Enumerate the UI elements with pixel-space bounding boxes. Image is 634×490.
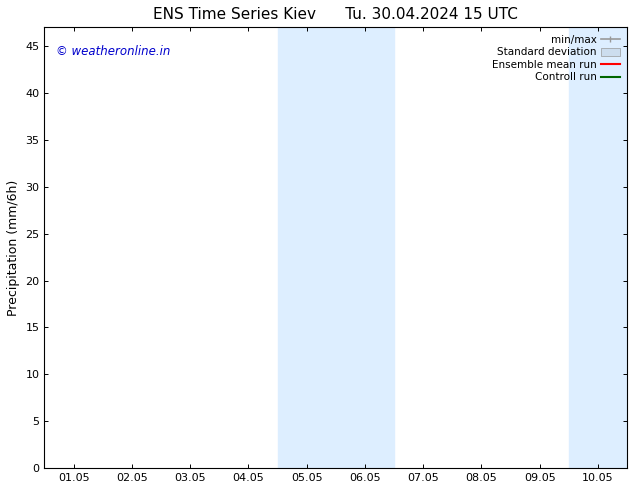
Legend: min/max, Standard deviation, Ensemble mean run, Controll run: min/max, Standard deviation, Ensemble me… [490,32,622,84]
Bar [278,27,394,468]
Y-axis label: Precipitation (mm/6h): Precipitation (mm/6h) [7,180,20,316]
Title: ENS Time Series Kiev      Tu. 30.04.2024 15 UTC: ENS Time Series Kiev Tu. 30.04.2024 15 U… [153,7,518,22]
Bar [569,27,634,468]
Text: © weatheronline.in: © weatheronline.in [56,45,171,58]
